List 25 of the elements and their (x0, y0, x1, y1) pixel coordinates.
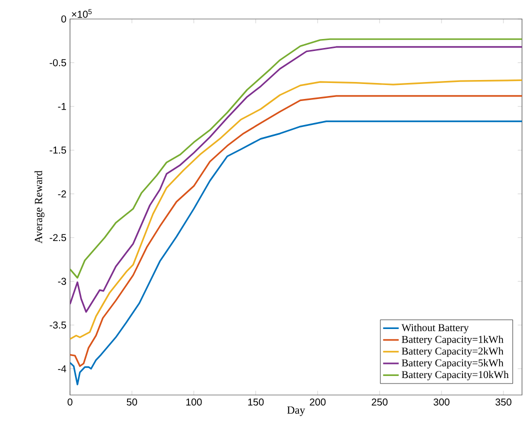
text: ×10$^{5}$ (72, 9, 92, 18)
y-tick-label: -2.5 (50, 234, 66, 242)
legend-label: Battery Capacity=1kWh (402, 336, 504, 346)
x-tick-label: 0 (68, 398, 72, 406)
x-tick-label: 50 (126, 398, 138, 406)
y-tick-label: -4 (58, 365, 66, 372)
x-tick-label: 250 (372, 398, 388, 406)
y-tick-label: -2 (58, 190, 66, 198)
y-tick-label: -1.5 (50, 146, 66, 154)
y-tick-label: -3.5 (50, 322, 66, 329)
legend-label: Battery Capacity=2kWh (402, 347, 504, 357)
x-tick-label: 300 (434, 398, 450, 406)
x-tick-label: 200 (310, 398, 326, 406)
legend-label: Battery Capacity=10kWh (402, 370, 509, 380)
x-tick-label: 350 (496, 398, 512, 406)
y-tick-label: -1 (58, 103, 66, 110)
y-tick-label: -0.5 (50, 59, 66, 66)
x-tick-label: 150 (248, 398, 264, 406)
y-tick-label: 0 (61, 15, 66, 23)
x-tick-label: 100 (186, 398, 202, 406)
y-tick-label: -3 (58, 278, 66, 285)
legend-label: Battery Capacity=5kWh (402, 359, 504, 369)
x-axis-title: Day (287, 406, 306, 416)
legend-label: Without Battery (402, 324, 469, 334)
y-axis-title: Average Reward (34, 170, 44, 244)
